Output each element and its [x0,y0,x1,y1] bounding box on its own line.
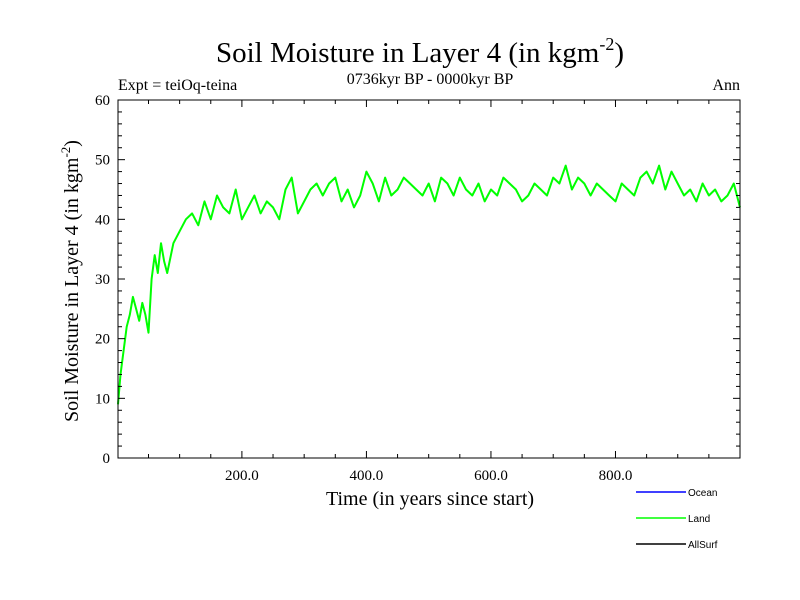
y-tick-label: 10 [95,391,110,407]
legend: Ocean Land AllSurf [636,488,718,551]
legend-label-ocean: Ocean [688,488,717,499]
y-tick-label: 50 [95,153,110,169]
y-tick-label: 30 [95,272,110,288]
x-tick-label: 800.0 [599,468,633,484]
x-tick-label: 200.0 [225,468,259,484]
legend-label-land: Land [688,514,710,525]
experiment-label: Expt = teiOq-teina [118,77,237,94]
x-tick-label: 400.0 [350,468,384,484]
series-layer [117,164,741,405]
y-tick-label: 40 [95,212,110,228]
x-tick-label: 600.0 [474,468,508,484]
period-label: Ann [712,77,740,94]
y-tick-label: 60 [95,93,110,109]
series-land-line [117,164,741,405]
y-tick-label: 0 [103,451,111,467]
y-tick-label: 20 [95,332,110,348]
tick-layer: 200.0 400.0 600.0 800.0 0 10 20 30 40 50 60 [95,93,740,484]
chart-subtitle: 0736kyr BP - 0000kyr BP [347,71,514,88]
x-axis-title: Time (in years since start) [326,488,534,510]
plot-frame [117,99,741,459]
y-axis-title: Soil Moisture in Layer 4 (in kgm-2) [58,140,83,422]
legend-label-allsurf: AllSurf [688,540,718,551]
chart-title: Soil Moisture in Layer 4 (in kgm-2) [216,34,624,69]
